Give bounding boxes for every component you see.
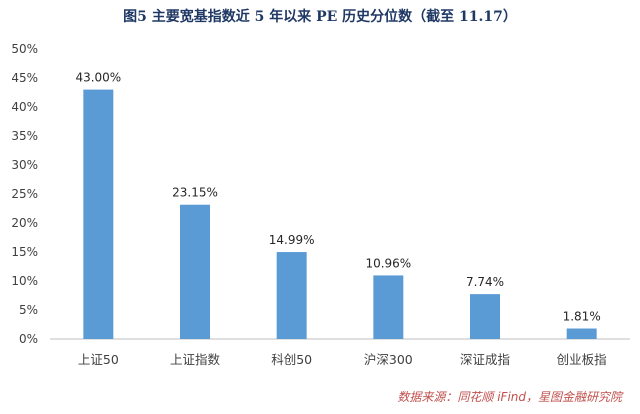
bar xyxy=(180,204,210,339)
x-tick-label: 上证50 xyxy=(78,352,119,367)
data-label: 14.99% xyxy=(269,233,315,247)
y-tick-label: 20% xyxy=(11,216,38,230)
y-tick-label: 10% xyxy=(11,274,38,288)
data-label: 10.96% xyxy=(365,256,411,270)
bar xyxy=(470,294,500,339)
source-note: 数据来源：同花顺 iFind，星图金融研究院 xyxy=(397,390,622,404)
x-axis: 上证50 上证指数 科创50 沪深300 深证成指 创业板指 xyxy=(78,352,607,367)
data-label: 23.15% xyxy=(172,186,218,200)
y-tick-label: 25% xyxy=(11,187,38,201)
bar xyxy=(83,89,114,339)
x-tick-label: 沪深300 xyxy=(364,352,413,367)
y-tick-label: 45% xyxy=(11,71,38,85)
y-tick-label: 30% xyxy=(11,158,38,172)
x-tick-label: 上证指数 xyxy=(170,352,221,367)
bar xyxy=(373,275,404,339)
chart-title: 图5 主要宽基指数近 5 年以来 PE 历史分位数（截至 11.17） xyxy=(123,9,517,25)
bar xyxy=(566,328,597,339)
data-label: 43.00% xyxy=(75,71,121,85)
bar xyxy=(276,252,307,339)
data-label: 7.74% xyxy=(466,275,504,289)
y-tick-label: 0% xyxy=(19,332,38,346)
y-tick-label: 35% xyxy=(11,129,38,143)
x-tick-label: 创业板指 xyxy=(557,352,607,367)
x-tick-label: 科创50 xyxy=(271,352,312,367)
y-tick-label: 50% xyxy=(11,42,38,56)
data-labels: 43.00% 23.15% 14.99% 10.96% 7.74% 1.81% xyxy=(75,71,600,324)
y-tick-label: 5% xyxy=(19,303,38,317)
data-label: 1.81% xyxy=(563,310,601,324)
y-tick-label: 15% xyxy=(11,245,38,259)
y-tick-label: 40% xyxy=(11,100,38,114)
y-axis: 0% 5% 10% 15% 20% 25% 30% 35% 40% 45% 50% xyxy=(11,42,38,346)
x-tick-label: 深证成指 xyxy=(460,352,510,367)
bar-series xyxy=(83,89,597,339)
